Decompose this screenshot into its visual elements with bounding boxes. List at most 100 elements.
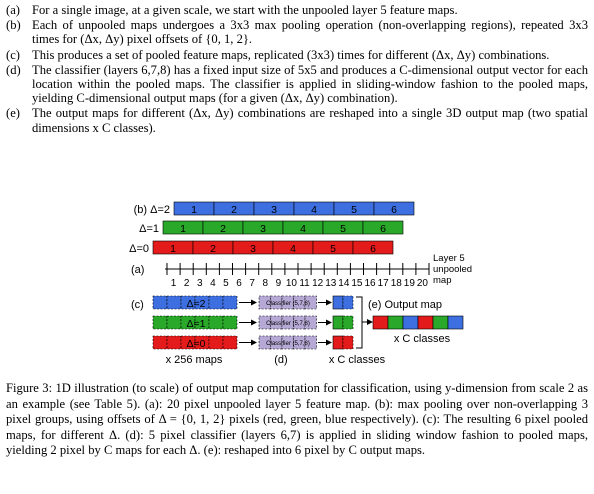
pooled-map-cell [152,335,168,350]
tick-label: 16 [364,278,376,289]
figure-3: (b) Δ=2 1 2 3 4 5 6 Δ=1 1 2 3 4 5 6 Δ=0 1 2 3 4 5 6 (a) 1 2 3 4 5 6… [0,197,594,379]
pooled-under-label: x 256 maps [166,354,223,366]
tick-label: 15 [351,278,363,289]
pooled-cell-label: 3 [271,204,277,216]
step-marker: (d) [6,62,21,77]
step-text: The classifier (layers 6,7,8) has a fixe… [32,62,588,106]
pooled-cell-label: 6 [370,243,376,255]
output-bracket [356,296,363,349]
pooled-map-cell [180,315,196,330]
pooled-map-label: Δ=1 [187,318,206,330]
pooled-map-cell [208,315,224,330]
output-cell [332,315,344,330]
tick-label: 7 [249,278,255,289]
tick-label: 14 [338,278,350,289]
step-text: For a single image, at a given scale, we… [32,3,458,17]
pooled-cell-label: 5 [340,223,346,235]
figure-caption: Figure 3: 1D illustration (to scale) of … [6,381,588,458]
procedure-step: (b) Each of unpooled maps undergoes a 3x… [6,18,588,46]
final-under-label: x C classes [394,333,451,345]
pooled-map-cell [152,315,168,330]
pooled-map-cell [194,315,210,330]
pooled-map-cell [194,295,210,310]
final-output-cell [372,315,389,330]
pooled-cell-label: 2 [220,223,226,235]
output-cell [342,335,354,350]
pooled-map-cell [166,295,182,310]
row-label: (b) Δ=2 [134,204,170,216]
axis-caption: Layer 5 [433,253,465,264]
tick-label: 3 [197,278,203,289]
pooled-cell-label: 4 [290,243,296,255]
tick-label: 13 [325,278,337,289]
pooled-cell-label: 2 [231,204,237,216]
classifier-marker: (d) [274,354,287,366]
pooled-cell-label: 4 [311,204,317,216]
pooled-map-cell [152,295,168,310]
tick-label: 10 [286,278,298,289]
pooled-map-cell [222,315,238,330]
tick-label: 6 [236,278,242,289]
pooled-map-cell [208,335,224,350]
pooled-map-cell [180,335,196,350]
pooled-map-cell [222,295,238,310]
final-output-cell [447,315,464,330]
pooled-cell [362,220,404,235]
pooled-cell-label: 2 [210,243,216,255]
final-label: (e) Output map [368,299,442,311]
step-text: Each of unpooled maps undergoes a 3x3 ma… [32,18,588,47]
step-marker: (b) [6,18,21,33]
row-label: Δ=1 [139,223,159,235]
tick-label: 19 [404,278,416,289]
classifier-cell [304,335,317,350]
pooling-diagram: (b) Δ=2 1 2 3 4 5 6Δ=1 1 2 3 4 5 6Δ=0 1 2 3 4 5 6(a)1 2 3 4 5 6… [129,201,472,366]
pooled-map-cell [166,335,182,350]
final-output-cell [402,315,419,330]
step-marker: (c) [6,47,20,62]
final-output-cell [417,315,434,330]
procedure-step: (a) For a single image, at a given scale… [6,3,588,17]
axis-marker: (a) [131,264,144,276]
pooled-cell-label: 6 [391,204,397,216]
output-cell [342,295,354,310]
axis-caption: unpooled [433,264,472,275]
tick-label: 17 [378,278,390,289]
pooled-cell-label: 4 [300,223,306,235]
pooled-cell-label: 6 [380,223,386,235]
procedure-list: (a) For a single image, at a given scale… [6,3,588,136]
tick-label: 1 [171,278,177,289]
tick-label: 4 [210,278,216,289]
final-output-cell [432,315,449,330]
step-text: The output maps for different (Δx, Δy) c… [32,106,588,135]
pooled-cell-label: 3 [250,243,256,255]
pooled-cell-label: 5 [351,204,357,216]
procedure-step: (e) The output maps for different (Δx, Δ… [6,106,588,134]
pooled-cell-label: 3 [260,223,266,235]
pooled-cell-label: 1 [170,243,176,255]
procedure-step: (c) This produces a set of pooled featur… [6,48,588,62]
tick-label: 2 [184,278,190,289]
tick-label: 8 [262,278,268,289]
pooled-map-cell [194,335,210,350]
axis-caption: map [433,275,451,286]
pooled-map-cell [208,295,224,310]
pooled-map-cell [180,295,196,310]
row-label: Δ=0 [129,243,149,255]
tick-label: 5 [223,278,229,289]
classifier-label: Classifier (5,7,8) [266,341,310,347]
classifier-cell [304,295,317,310]
output-cell [332,335,344,350]
step-marker: (e) [6,106,20,121]
pooled-cell-label: 5 [330,243,336,255]
pooled-map-label: Δ=0 [187,338,206,350]
tick-label: 18 [391,278,403,289]
pooled-cell-label: 1 [191,204,197,216]
procedure-step: (d) The classifier (layers 6,7,8) has a … [6,63,588,106]
output-cell [342,315,354,330]
output-cell [332,295,344,310]
tick-label: 20 [417,278,429,289]
classifier-cell [304,315,317,330]
pooled-map-cell [166,315,182,330]
step-text: This produces a set of pooled feature ma… [32,47,550,62]
